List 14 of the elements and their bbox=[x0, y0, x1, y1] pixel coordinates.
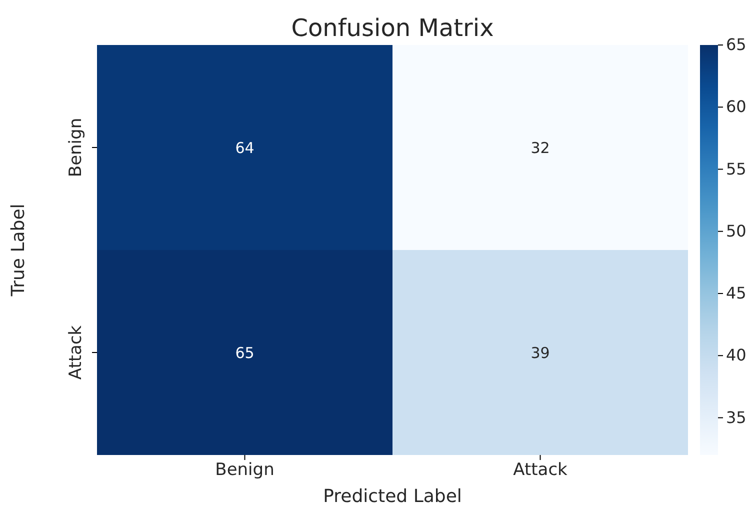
color-bar-label: 45 bbox=[726, 284, 746, 303]
color-bar-label: 55 bbox=[726, 159, 746, 178]
chart-title: Confusion Matrix bbox=[291, 14, 494, 42]
y-axis-title: True Label bbox=[8, 204, 29, 298]
data-label: 64 bbox=[235, 138, 254, 157]
data-label: 39 bbox=[530, 344, 550, 362]
color-bar-label: 35 bbox=[726, 408, 746, 427]
x-axis-title: Predicted Label bbox=[323, 486, 462, 507]
color-bar-label: 50 bbox=[726, 221, 746, 240]
data-label: 32 bbox=[530, 138, 550, 157]
color-bar-label: 40 bbox=[726, 346, 746, 365]
data-label: 65 bbox=[235, 344, 254, 362]
color-bar-label: 65 bbox=[726, 35, 746, 54]
color-bar-label: 60 bbox=[726, 97, 746, 116]
